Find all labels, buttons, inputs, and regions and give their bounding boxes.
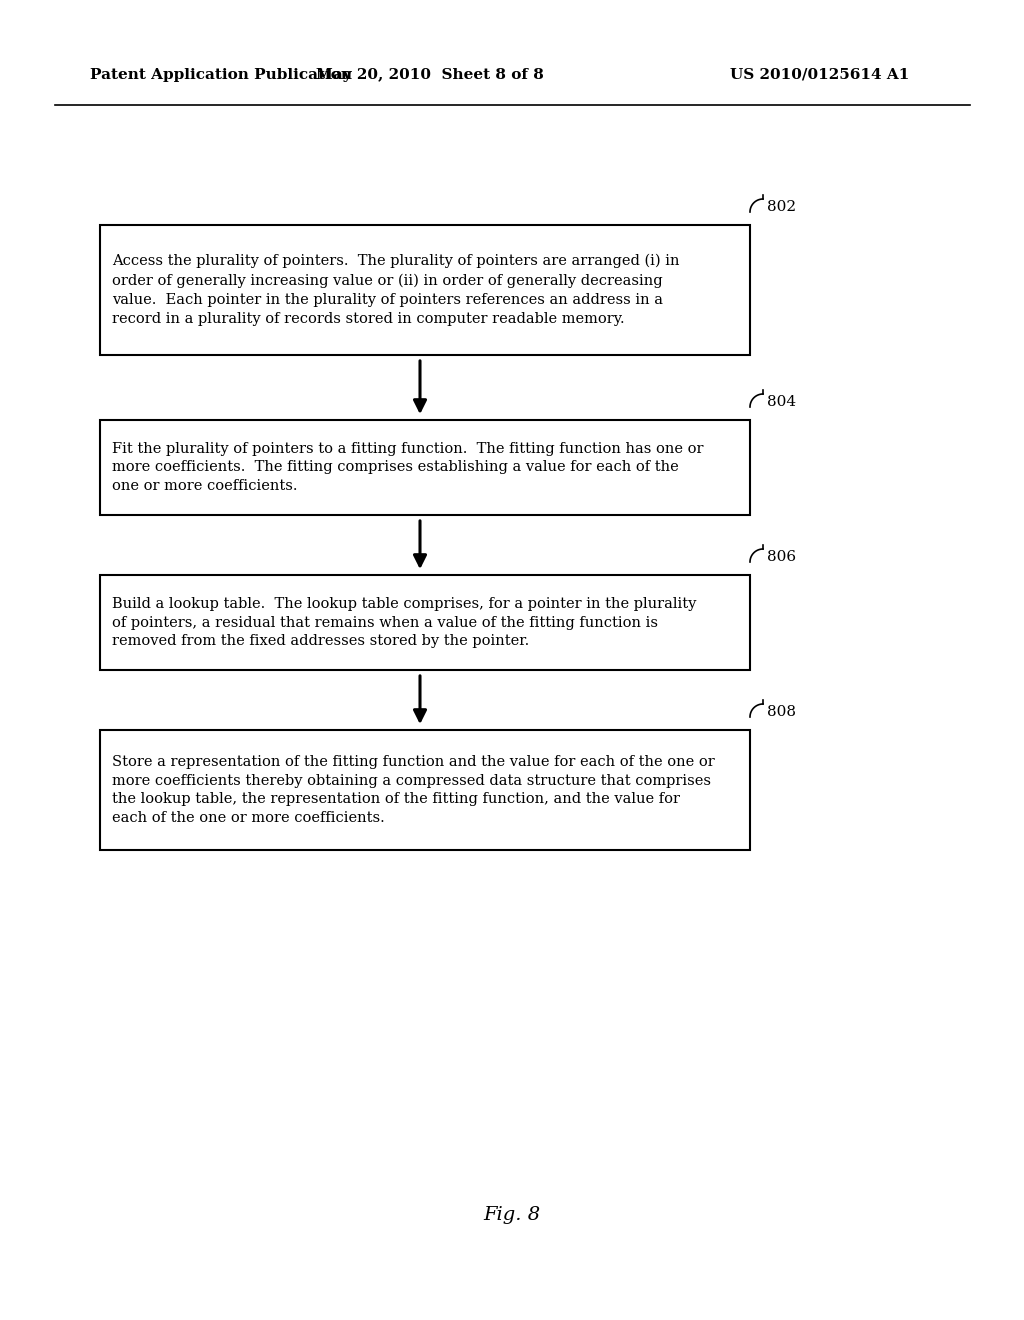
Bar — [100, 730, 750, 850]
Text: Fit the plurality of pointers to a fitting function.  The fitting function has o: Fit the plurality of pointers to a fitti… — [112, 442, 703, 494]
Bar — [100, 576, 750, 671]
Text: 806: 806 — [767, 550, 796, 564]
Text: Store a representation of the fitting function and the value for each of the one: Store a representation of the fitting fu… — [112, 755, 715, 825]
Text: 802: 802 — [767, 201, 796, 214]
Bar — [100, 420, 750, 515]
Text: 804: 804 — [767, 395, 796, 409]
Text: 808: 808 — [767, 705, 796, 719]
Text: Fig. 8: Fig. 8 — [483, 1206, 541, 1224]
Text: Access the plurality of pointers.  The plurality of pointers are arranged (i) in: Access the plurality of pointers. The pl… — [112, 253, 680, 326]
Text: Patent Application Publication: Patent Application Publication — [90, 69, 352, 82]
Text: May 20, 2010  Sheet 8 of 8: May 20, 2010 Sheet 8 of 8 — [316, 69, 544, 82]
Text: Build a lookup table.  The lookup table comprises, for a pointer in the pluralit: Build a lookup table. The lookup table c… — [112, 597, 696, 648]
Text: US 2010/0125614 A1: US 2010/0125614 A1 — [730, 69, 909, 82]
Bar — [100, 224, 750, 355]
